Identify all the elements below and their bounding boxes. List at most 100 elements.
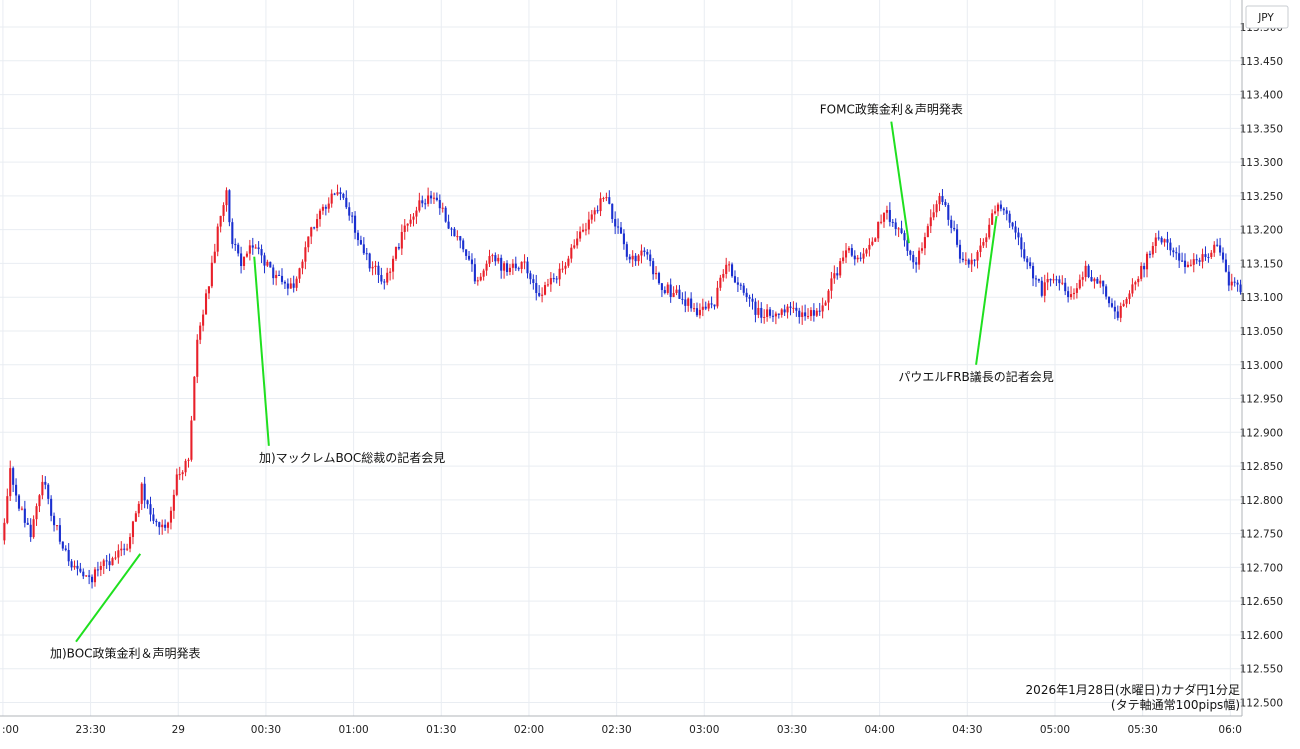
candle-body bbox=[830, 278, 833, 291]
candle-body bbox=[435, 197, 438, 201]
candle-body bbox=[976, 251, 979, 261]
candle-body bbox=[672, 292, 675, 297]
y-tick-label: 113.250 bbox=[1240, 191, 1283, 203]
candle-body bbox=[1181, 260, 1184, 262]
candle-body bbox=[286, 283, 289, 289]
x-tick-label: 03:00 bbox=[689, 724, 719, 736]
candle-body bbox=[766, 309, 769, 317]
candle-body bbox=[964, 259, 967, 261]
candle-body bbox=[944, 201, 947, 206]
candle-body bbox=[821, 305, 824, 312]
candle-body bbox=[637, 255, 640, 262]
candle-body bbox=[178, 474, 181, 476]
candle-body bbox=[44, 481, 47, 485]
candle-body bbox=[392, 258, 395, 272]
candle-body bbox=[956, 229, 959, 245]
candle-body bbox=[1110, 303, 1114, 307]
candle-body bbox=[719, 277, 722, 288]
annotation-label: 加)マックレムBOC総裁の記者会見 bbox=[259, 450, 445, 465]
candle-body bbox=[809, 310, 813, 317]
candle-body bbox=[1043, 282, 1046, 296]
candle-body bbox=[152, 514, 155, 521]
candle-body bbox=[590, 214, 593, 220]
candle-body bbox=[105, 560, 108, 562]
x-tick-label: 01:00 bbox=[338, 724, 368, 736]
candle-body bbox=[768, 309, 772, 316]
candle-body bbox=[1151, 245, 1154, 255]
candle-body bbox=[126, 548, 129, 550]
candle-body bbox=[701, 306, 704, 310]
candle-body bbox=[234, 244, 237, 246]
candle-body bbox=[99, 566, 102, 570]
candle-body bbox=[257, 247, 260, 250]
candle-body bbox=[698, 309, 701, 316]
candle-body bbox=[424, 203, 427, 205]
candle-body bbox=[1087, 265, 1090, 278]
candle-body bbox=[9, 468, 12, 497]
candle-body bbox=[941, 196, 944, 202]
candle-body bbox=[137, 503, 140, 514]
candle-body bbox=[543, 285, 547, 295]
candle-body bbox=[418, 200, 421, 211]
candle-body bbox=[467, 255, 471, 260]
candle-body bbox=[85, 575, 88, 577]
candle-body bbox=[38, 495, 41, 507]
candle-body bbox=[710, 303, 713, 305]
candle-body bbox=[991, 213, 994, 225]
candle-body bbox=[386, 272, 389, 283]
candle-body bbox=[783, 309, 786, 313]
candle-body bbox=[894, 222, 897, 229]
candle-body bbox=[459, 236, 462, 241]
candle-body bbox=[488, 256, 491, 264]
candle-body bbox=[736, 282, 739, 285]
candle-body bbox=[316, 219, 319, 228]
candle-body bbox=[1005, 210, 1008, 214]
candle-body bbox=[476, 280, 479, 282]
candle-body bbox=[771, 315, 775, 317]
candle-body bbox=[608, 197, 611, 204]
candle-body bbox=[473, 264, 476, 282]
candle-body bbox=[374, 265, 377, 267]
candle-body bbox=[558, 268, 561, 280]
candle-body bbox=[532, 279, 535, 283]
candle-body bbox=[573, 245, 576, 248]
candle-body bbox=[128, 537, 132, 549]
candle-body bbox=[792, 307, 795, 309]
candle-body bbox=[342, 193, 345, 198]
candle-body bbox=[199, 325, 202, 340]
candle-body bbox=[596, 210, 599, 212]
candle-body bbox=[932, 212, 935, 218]
candle-body bbox=[1075, 288, 1078, 293]
candle-body bbox=[795, 307, 798, 311]
candle-body bbox=[283, 281, 286, 284]
candle-body bbox=[362, 244, 365, 254]
candle-body bbox=[1002, 208, 1005, 211]
candle-body bbox=[307, 236, 310, 248]
x-tick-label: 04:30 bbox=[952, 724, 982, 736]
candle-body bbox=[643, 250, 646, 252]
candle-body bbox=[321, 206, 324, 211]
candle-body bbox=[295, 278, 298, 288]
candle-body bbox=[891, 221, 894, 223]
candle-body bbox=[1078, 279, 1081, 289]
candle-body bbox=[695, 308, 699, 316]
candle-body bbox=[1227, 271, 1230, 286]
candle-body bbox=[906, 240, 909, 251]
candle-body bbox=[231, 222, 234, 245]
currency-label: JPY bbox=[1257, 12, 1274, 24]
candle-body bbox=[929, 217, 932, 227]
candle-body bbox=[1020, 237, 1023, 250]
candle-body bbox=[266, 261, 269, 266]
candle-body bbox=[482, 270, 485, 277]
candle-body bbox=[687, 298, 690, 306]
y-tick-label: 113.100 bbox=[1240, 292, 1283, 304]
candle-body bbox=[313, 227, 316, 229]
candle-body bbox=[1224, 259, 1227, 272]
candle-body bbox=[871, 241, 874, 245]
candle-body bbox=[272, 267, 275, 279]
candle-body bbox=[429, 195, 433, 199]
x-tick-label: 00:30 bbox=[251, 724, 281, 736]
candle-body bbox=[1093, 278, 1096, 282]
candle-body bbox=[996, 204, 1000, 212]
candle-body bbox=[707, 303, 710, 309]
